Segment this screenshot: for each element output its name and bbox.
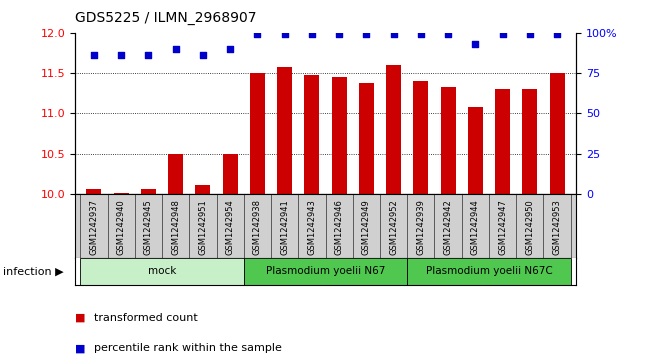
Bar [468,107,483,194]
Bar [386,65,401,194]
Text: GSM1242940: GSM1242940 [117,199,126,255]
Text: GSM1242949: GSM1242949 [362,199,371,255]
Text: GSM1242952: GSM1242952 [389,199,398,255]
Text: Plasmodium yoelii N67: Plasmodium yoelii N67 [266,266,385,276]
Point [225,46,236,52]
Text: GSM1242937: GSM1242937 [89,199,98,255]
Bar [331,77,346,194]
Text: ■: ■ [75,343,85,354]
Text: GSM1242953: GSM1242953 [553,199,562,255]
Point [198,52,208,58]
Point [143,52,154,58]
Point [497,31,508,37]
Bar [413,81,428,194]
Point [361,31,372,37]
Text: ■: ■ [75,313,85,323]
Point [334,31,344,37]
Text: Plasmodium yoelii N67C: Plasmodium yoelii N67C [426,266,552,276]
Bar [80,258,243,285]
Bar [87,188,102,194]
Bar [168,154,183,194]
Bar [114,193,129,194]
Point [389,31,399,37]
Text: GSM1242946: GSM1242946 [335,199,344,255]
Bar [495,89,510,194]
Point [525,31,535,37]
Text: GSM1242948: GSM1242948 [171,199,180,255]
Bar [522,89,537,194]
Text: GDS5225 / ILMN_2968907: GDS5225 / ILMN_2968907 [75,11,256,25]
Point [252,31,262,37]
Text: GSM1242942: GSM1242942 [443,199,452,255]
Text: percentile rank within the sample: percentile rank within the sample [94,343,283,354]
Text: GSM1242947: GSM1242947 [498,199,507,255]
Text: GSM1242943: GSM1242943 [307,199,316,255]
Text: GSM1242941: GSM1242941 [280,199,289,255]
Text: GSM1242944: GSM1242944 [471,199,480,255]
Bar [408,258,571,285]
Bar [141,188,156,194]
Point [307,31,317,37]
Bar [223,154,238,194]
Text: GSM1242938: GSM1242938 [253,199,262,255]
Bar [549,73,564,194]
Bar [277,68,292,194]
Bar [243,258,408,285]
Point [279,31,290,37]
Text: mock: mock [148,266,176,276]
Point [89,52,99,58]
Text: GSM1242945: GSM1242945 [144,199,153,255]
Point [171,46,181,52]
Text: GSM1242939: GSM1242939 [417,199,425,255]
Point [470,41,480,47]
Text: transformed count: transformed count [94,313,198,323]
Bar [250,73,265,194]
Point [116,52,126,58]
Bar [359,83,374,194]
Point [443,31,453,37]
Bar [195,184,210,194]
Text: GSM1242954: GSM1242954 [226,199,234,255]
Bar [305,76,320,194]
Text: GSM1242950: GSM1242950 [525,199,534,255]
Point [552,31,562,37]
Text: GSM1242951: GSM1242951 [199,199,208,255]
Bar [441,87,456,194]
Text: infection ▶: infection ▶ [3,266,64,276]
Point [415,31,426,37]
